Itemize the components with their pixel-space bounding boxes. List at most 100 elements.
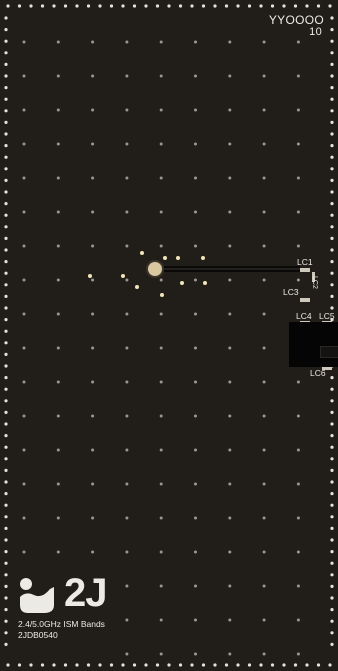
grid-via xyxy=(125,312,129,316)
edge-via xyxy=(109,663,114,667)
grid-via xyxy=(228,108,232,112)
grid-via xyxy=(22,550,26,554)
edge-via xyxy=(4,329,8,333)
grid-via xyxy=(22,482,26,486)
grid-via xyxy=(194,142,197,146)
grid-via xyxy=(262,618,266,622)
grid-via xyxy=(194,108,197,112)
edge-via xyxy=(330,526,334,531)
edge-via xyxy=(4,62,8,66)
grid-via xyxy=(22,448,26,452)
edge-via xyxy=(330,86,334,90)
edge-via xyxy=(330,399,334,403)
edge-via xyxy=(86,663,91,667)
edge-via xyxy=(330,457,334,461)
grid-via xyxy=(159,210,163,214)
grid-via xyxy=(159,618,163,622)
edge-via xyxy=(132,4,137,8)
grid-via xyxy=(296,380,300,384)
grid-via xyxy=(159,380,163,384)
edge-via xyxy=(316,4,321,8)
edge-via xyxy=(4,248,8,252)
grid-via xyxy=(56,40,60,44)
grid-via xyxy=(296,652,300,656)
grid-via xyxy=(22,516,26,520)
edge-via xyxy=(86,4,91,8)
grid-via xyxy=(228,516,232,520)
edge-via xyxy=(4,445,8,449)
edge-via xyxy=(330,410,334,414)
grid-via xyxy=(296,40,300,44)
grid-via xyxy=(262,550,266,554)
edge-via xyxy=(330,190,334,194)
grid-via xyxy=(262,346,266,350)
grid-via xyxy=(262,74,266,78)
component-pad xyxy=(300,298,310,302)
edge-via xyxy=(167,663,171,667)
grid-via xyxy=(56,210,60,214)
grid-via xyxy=(22,108,26,112)
edge-via xyxy=(305,4,309,8)
2j-logo-icon xyxy=(20,578,54,613)
edge-via xyxy=(52,663,56,667)
edge-via xyxy=(52,4,56,8)
grid-via xyxy=(228,550,232,554)
grid-via xyxy=(296,74,300,78)
edge-via xyxy=(75,663,79,667)
grid-via xyxy=(159,108,163,112)
grid-via xyxy=(91,550,95,554)
edge-via xyxy=(4,352,8,356)
grid-via xyxy=(159,40,163,44)
edge-via xyxy=(4,434,8,438)
feed-via xyxy=(121,274,125,278)
edge-via xyxy=(4,457,8,461)
edge-via xyxy=(4,376,8,380)
edge-via xyxy=(4,16,8,20)
edge-via xyxy=(330,318,334,322)
edge-via xyxy=(75,4,79,8)
grid-via xyxy=(22,380,26,384)
edge-via xyxy=(330,62,334,66)
feed-pad xyxy=(148,262,162,276)
grid-via xyxy=(262,516,266,520)
grid-via xyxy=(296,516,300,520)
edge-via xyxy=(29,4,33,8)
grid-via xyxy=(194,414,197,418)
grid-via xyxy=(91,516,95,520)
grid-via xyxy=(262,482,266,486)
edge-via xyxy=(132,663,137,667)
grid-via xyxy=(22,142,26,146)
grid-via xyxy=(296,278,300,282)
grid-via xyxy=(159,244,163,248)
grid-via xyxy=(159,74,163,78)
feed-via xyxy=(135,285,139,289)
grid-via xyxy=(262,414,266,418)
grid-via xyxy=(91,108,95,112)
edge-via xyxy=(4,144,8,148)
edge-via xyxy=(4,596,8,600)
grid-via xyxy=(91,176,95,180)
edge-via xyxy=(213,4,217,8)
component-label-lc1: LC1 xyxy=(297,257,313,267)
edge-via xyxy=(4,468,8,472)
edge-via xyxy=(330,561,334,565)
edge-via xyxy=(330,538,334,542)
grid-via xyxy=(56,414,60,418)
component-label-lc2: LC2 xyxy=(311,276,318,289)
edge-via xyxy=(330,306,334,310)
edge-via xyxy=(259,663,263,667)
edge-via xyxy=(4,642,8,647)
grid-via xyxy=(125,244,129,248)
grid-via xyxy=(56,108,60,112)
edge-via xyxy=(4,178,8,182)
grid-via xyxy=(56,516,60,520)
edge-via xyxy=(330,422,334,426)
edge-via xyxy=(4,28,8,32)
grid-via xyxy=(125,380,129,384)
edge-via xyxy=(4,236,8,240)
edge-via xyxy=(4,561,8,565)
edge-via xyxy=(330,445,334,449)
edge-via xyxy=(330,260,334,264)
grid-via xyxy=(125,618,129,622)
edge-via xyxy=(4,387,8,391)
